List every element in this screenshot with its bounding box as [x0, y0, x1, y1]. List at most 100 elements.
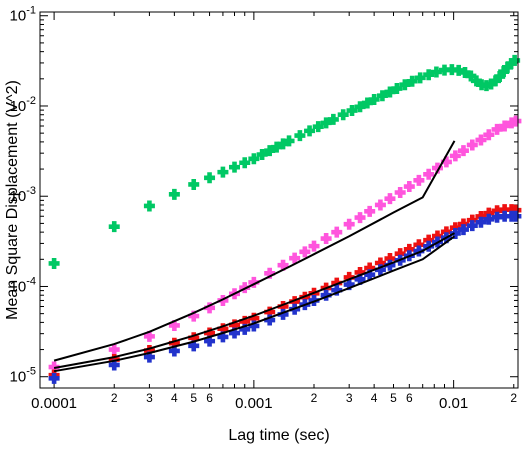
data-point [446, 64, 458, 76]
data-point [299, 246, 311, 258]
data-point [48, 372, 60, 384]
data-point [143, 200, 155, 212]
data-point [394, 248, 406, 260]
data-point [217, 323, 229, 335]
data-point [188, 310, 200, 322]
data-point [364, 269, 376, 281]
data-point [229, 327, 241, 339]
data-point [466, 139, 478, 151]
data-point [108, 221, 120, 233]
data-point [277, 138, 289, 150]
data-point [331, 226, 343, 238]
data-point [489, 75, 501, 87]
data-point [168, 319, 180, 331]
x-minor-tick-label: 3 [346, 391, 353, 405]
y-tick-label: 10-2 [10, 95, 36, 115]
data-point [168, 345, 180, 357]
x-minor-tick-label: 4 [371, 391, 378, 405]
data-point [343, 218, 355, 230]
data-point [229, 319, 241, 331]
data-point [264, 314, 276, 326]
y-tick-label: 10-1 [10, 5, 36, 25]
data-point [406, 75, 418, 87]
data-point [264, 145, 276, 157]
data-point [343, 279, 355, 291]
data-point [459, 66, 471, 78]
data-point [343, 271, 355, 283]
data-point [483, 213, 495, 225]
data-point [384, 193, 396, 205]
x-minor-tick-label: 2 [510, 391, 517, 405]
data-point [483, 207, 495, 219]
data-point [354, 273, 366, 285]
data-point [108, 344, 120, 356]
data-point [188, 340, 200, 352]
data-point [414, 72, 426, 84]
data-point [394, 186, 406, 198]
data-point [277, 300, 289, 312]
data-point [505, 58, 517, 70]
data-point [438, 64, 450, 76]
data-point [501, 61, 513, 73]
x-minor-tick-label: 2 [311, 391, 318, 405]
x-tick-label: 0.01 [439, 395, 468, 412]
data-point [354, 266, 366, 278]
data-point [449, 222, 461, 234]
data-point [308, 294, 320, 306]
data-point [475, 210, 487, 222]
data-point [491, 205, 503, 217]
plot-frame [39, 11, 519, 389]
data-point [294, 130, 306, 142]
data-point [413, 174, 425, 186]
data-point [327, 113, 339, 125]
data-point [361, 97, 373, 109]
data-point [499, 204, 511, 216]
data-point [108, 359, 120, 371]
data-point [483, 129, 495, 141]
series-1 [48, 54, 521, 269]
x-minor-tick-label: 2 [111, 391, 118, 405]
data-point [239, 323, 251, 335]
x-axis-title: Lag time (sec) [228, 427, 329, 444]
data-point [248, 276, 260, 288]
data-point [384, 259, 396, 271]
data-point [264, 267, 276, 279]
data-point [320, 117, 332, 129]
data-point [337, 109, 349, 121]
data-point [399, 79, 411, 91]
data-point [248, 312, 260, 324]
fit-line-2 [53, 232, 455, 369]
series-3 [48, 204, 522, 381]
data-point [248, 320, 260, 332]
data-point [289, 296, 301, 308]
data-point [364, 205, 376, 217]
data-point [440, 226, 452, 238]
data-point [320, 289, 332, 301]
data-point [465, 70, 477, 82]
data-point [423, 69, 435, 81]
fit-line-1 [53, 140, 456, 362]
data-point [453, 64, 465, 76]
data-point [168, 337, 180, 349]
x-tick-label: 0.001 [235, 395, 273, 412]
data-point [457, 218, 469, 230]
data-point [48, 257, 60, 269]
data-point [494, 71, 506, 83]
data-point [403, 243, 415, 255]
data-point [423, 234, 435, 246]
data-point [320, 233, 332, 245]
x-minor-tick-label: 5 [390, 391, 397, 405]
y-tick-label: 10-3 [10, 185, 36, 205]
data-point [498, 66, 510, 78]
data-point [423, 168, 435, 180]
data-point [384, 253, 396, 265]
data-point [188, 332, 200, 344]
data-point [271, 141, 283, 153]
data-point [449, 227, 461, 239]
data-point [449, 150, 461, 162]
data-point [143, 330, 155, 342]
data-point [485, 78, 497, 90]
data-point [431, 230, 443, 242]
data-point [168, 188, 180, 200]
